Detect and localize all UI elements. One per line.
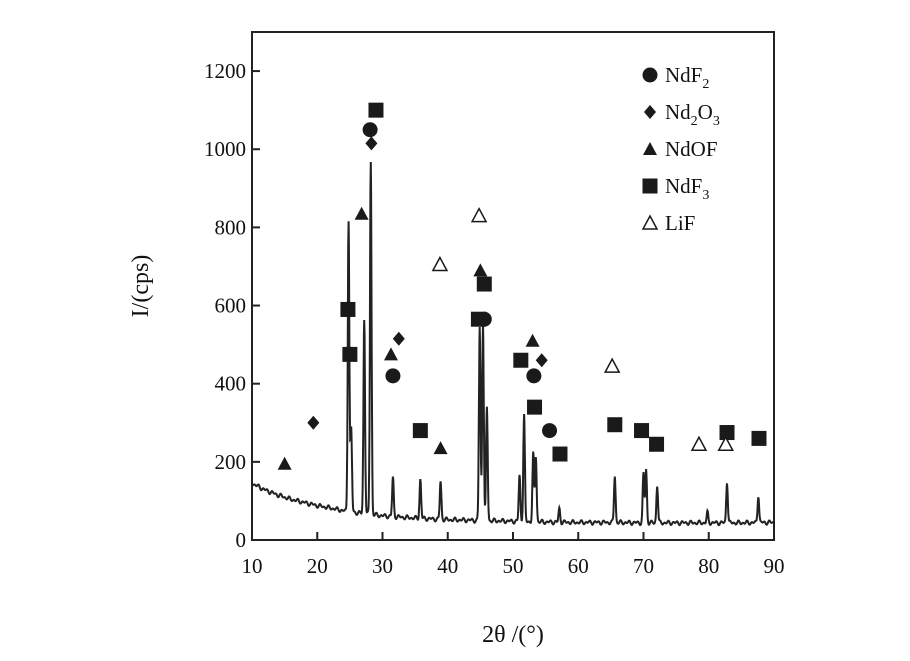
- ndf3-marker: [368, 102, 384, 118]
- ndf2-marker: [526, 368, 542, 384]
- x-tick-label: 60: [568, 554, 589, 578]
- lif-marker: [470, 207, 488, 223]
- lif-marker: [603, 357, 621, 373]
- plot-frame: [251, 31, 775, 541]
- legend-label: LiF: [665, 211, 695, 235]
- x-tick-label: 30: [372, 554, 393, 578]
- x-tick-label: 50: [503, 554, 524, 578]
- ndf3-marker: [649, 436, 665, 452]
- x-tick-label: 90: [764, 554, 785, 578]
- legend-marker-4: [641, 214, 659, 230]
- ndf3-marker: [412, 423, 428, 439]
- ndof-marker: [383, 347, 398, 361]
- legend-label: Nd2O3: [665, 100, 720, 129]
- legend-label: NdF2: [665, 63, 709, 92]
- lif-marker: [717, 435, 734, 452]
- ndf3-marker: [476, 276, 492, 292]
- ndf3-marker: [607, 417, 623, 433]
- nd2o3-marker: [535, 353, 548, 368]
- x-axis-label: 2θ /(°): [482, 622, 544, 648]
- ndf3-marker: [552, 446, 568, 462]
- ndf3-marker: [513, 352, 529, 368]
- ndf2-marker: [542, 423, 558, 439]
- nd2o3-marker: [365, 136, 378, 151]
- legend-marker-0: [642, 67, 658, 83]
- y-tick-label: 800: [215, 215, 247, 239]
- ndf2-marker: [385, 368, 401, 384]
- x-tick-label: 20: [307, 554, 328, 578]
- x-tick-label: 70: [633, 554, 654, 578]
- y-axis-label: I/(cps): [128, 255, 154, 318]
- ndf3-marker: [751, 430, 767, 446]
- ndof-marker: [354, 206, 369, 220]
- ndf3-marker: [634, 423, 650, 439]
- lif-marker: [431, 255, 449, 272]
- y-tick-label: 400: [215, 372, 247, 396]
- legend-marker-1: [644, 105, 656, 119]
- legend: NdF2 Nd2O3 NdOF NdF3 LiF: [641, 63, 720, 235]
- y-tick-label: 200: [215, 450, 247, 474]
- xrd-curve: [251, 161, 775, 527]
- legend-label: NdF3: [665, 174, 709, 203]
- x-tick-label: 40: [437, 554, 458, 578]
- y-tick-label: 600: [215, 294, 247, 318]
- ndf3-marker: [340, 301, 356, 317]
- ndf3-marker: [527, 399, 543, 415]
- legend-marker-3: [642, 178, 658, 194]
- ndf3-marker: [470, 311, 486, 327]
- ndf3-marker: [342, 346, 358, 362]
- x-tick-label: 10: [242, 554, 263, 578]
- legend-marker-2: [643, 142, 657, 155]
- y-tick-label: 0: [236, 528, 247, 552]
- nd2o3-marker: [307, 415, 320, 430]
- ndof-marker: [277, 456, 292, 470]
- nd2o3-marker: [392, 331, 405, 346]
- ndof-marker: [525, 333, 540, 347]
- x-tick-label: 80: [698, 554, 719, 578]
- ndof-marker: [433, 441, 448, 455]
- y-tick-label: 1200: [204, 59, 246, 83]
- ndf2-marker: [362, 122, 378, 138]
- lif-marker: [690, 435, 708, 452]
- ndof-marker: [473, 263, 488, 277]
- ndf3-marker: [719, 425, 735, 441]
- y-tick-label: 1000: [204, 137, 246, 161]
- legend-label: NdOF: [665, 137, 718, 161]
